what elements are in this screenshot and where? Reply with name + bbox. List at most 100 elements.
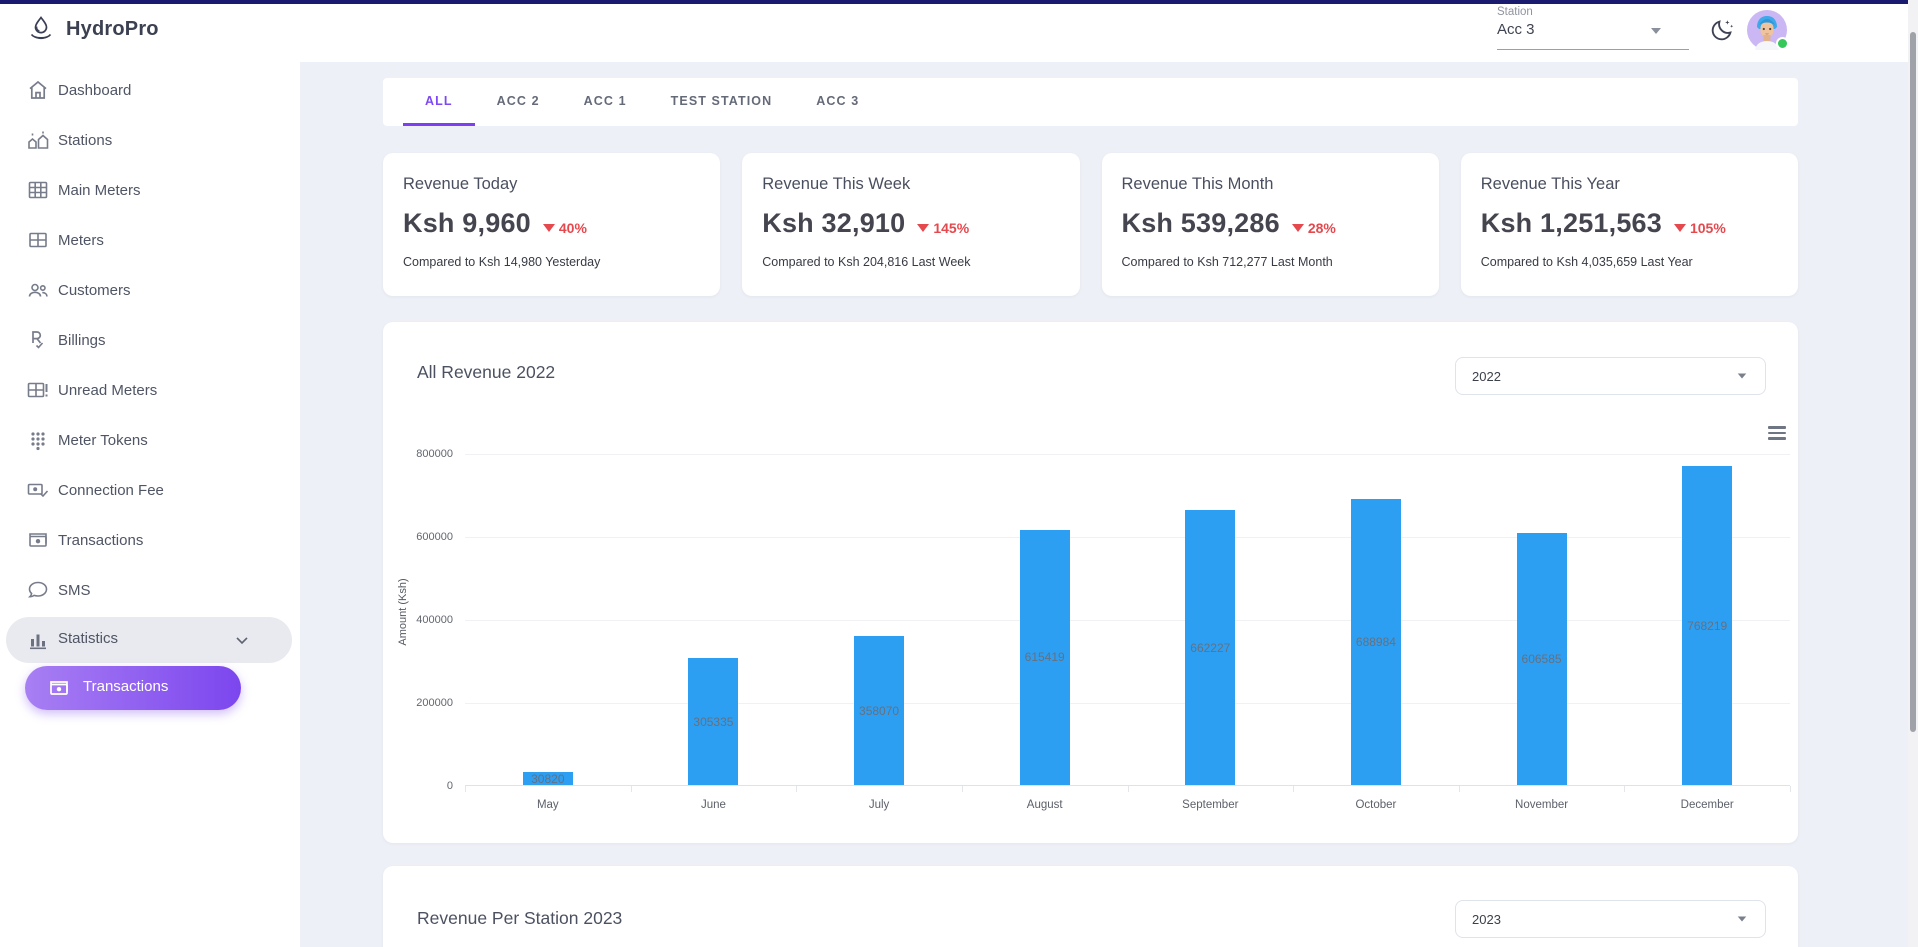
x-label-may: May — [465, 799, 631, 811]
sidebar-item-transactions[interactable]: Transactions — [0, 515, 300, 565]
card-value: Ksh 32,910 — [762, 208, 905, 239]
sidebar-item-connection-fee[interactable]: Connection Fee — [0, 465, 300, 515]
water-drop-logo-icon — [26, 14, 56, 44]
x-axis-tick — [1459, 786, 1460, 792]
chart-title: Revenue Per Station 2023 — [417, 908, 622, 929]
card-revenue-week: Revenue This Week Ksh 32,910 145% Compar… — [742, 153, 1079, 296]
sidebar-item-unread-meters[interactable]: Unread Meters — [0, 365, 300, 415]
chart-column-june: 305335June — [631, 454, 797, 785]
x-axis-tick — [796, 786, 797, 792]
sidebar-item-dashboard[interactable]: Dashboard — [0, 65, 300, 115]
station-tabs: ALL ACC 2 ACC 1 TEST STATION ACC 3 — [383, 78, 1798, 126]
x-label-december: December — [1624, 799, 1790, 811]
sidebar-subitem-label: Transactions — [83, 678, 168, 695]
bar-value-label: 662227 — [1190, 641, 1230, 655]
sidebar-item-sms[interactable]: SMS — [0, 565, 300, 615]
sidebar-item-stations[interactable]: Stations — [0, 115, 300, 165]
chart-column-august: 615419August — [962, 454, 1128, 785]
x-label-august: August — [962, 799, 1128, 811]
sidebar-item-meter-tokens[interactable]: Meter Tokens — [0, 415, 300, 465]
bar-value-label: 305335 — [693, 715, 733, 729]
x-axis-tick — [1790, 786, 1791, 792]
card-value: Ksh 9,960 — [403, 208, 531, 239]
bar-december: 768219 — [1682, 466, 1732, 785]
chevron-down-icon — [1738, 373, 1747, 378]
x-label-june: June — [631, 799, 797, 811]
card-change: 28% — [1292, 220, 1336, 236]
revenue-chart-yaxis: 0200000400000600000800000 — [383, 454, 459, 786]
sidebar-item-label: Dashboard — [58, 82, 131, 99]
triangle-down-icon — [1292, 224, 1304, 232]
x-axis-tick — [465, 786, 466, 792]
card-value: Ksh 539,286 — [1122, 208, 1280, 239]
bar-may: 30820 — [523, 772, 573, 785]
statistics-icon — [26, 628, 50, 652]
sidebar-item-label: SMS — [58, 582, 91, 599]
sidebar-item-main-meters[interactable]: Main Meters — [0, 165, 300, 215]
x-axis-tick — [1293, 786, 1294, 792]
y-tick-label: 0 — [447, 780, 453, 792]
customers-icon — [26, 278, 50, 302]
triangle-down-icon — [543, 224, 555, 232]
all-revenue-chart-card: All Revenue 2022 2022 Amount (Ksh) 02000… — [383, 322, 1798, 843]
sidebar-subitem-transactions-active[interactable]: Transactions — [25, 666, 241, 710]
user-avatar[interactable] — [1747, 10, 1787, 50]
stations-icon — [26, 128, 50, 152]
card-compare: Compared to Ksh 4,035,659 Last Year — [1481, 255, 1778, 269]
card-title: Revenue Today — [403, 175, 700, 194]
sidebar-item-statistics[interactable]: Statistics — [6, 617, 292, 663]
home-icon — [26, 78, 50, 102]
chart-column-july: 358070July — [796, 454, 962, 785]
card-title: Revenue This Year — [1481, 175, 1778, 194]
triangle-down-icon — [1674, 224, 1686, 232]
card-compare: Compared to Ksh 204,816 Last Week — [762, 255, 1059, 269]
billings-icon — [26, 328, 50, 352]
card-revenue-month: Revenue This Month Ksh 539,286 28% Compa… — [1102, 153, 1439, 296]
vertical-scrollbar-thumb[interactable] — [1910, 32, 1916, 732]
triangle-down-icon — [917, 224, 929, 232]
sidebar-item-label: Unread Meters — [58, 382, 157, 399]
card-title: Revenue This Week — [762, 175, 1059, 194]
bar-value-label: 688984 — [1356, 635, 1396, 649]
bar-value-label: 615419 — [1025, 650, 1065, 664]
year-select-2023[interactable]: 2023 — [1455, 900, 1766, 938]
x-label-october: October — [1293, 799, 1459, 811]
chart-menu-icon[interactable] — [1768, 426, 1786, 440]
sidebar-item-customers[interactable]: Customers — [0, 265, 300, 315]
dark-mode-toggle[interactable] — [1708, 16, 1738, 46]
revenue-cards-row: Revenue Today Ksh 9,960 40% Compared to … — [383, 153, 1798, 296]
card-compare: Compared to Ksh 14,980 Yesterday — [403, 255, 700, 269]
card-change: 145% — [917, 220, 969, 236]
bar-value-label: 768219 — [1687, 619, 1727, 633]
x-axis-tick — [962, 786, 963, 792]
header: HydroPro Station Acc 3 — [0, 0, 1918, 62]
y-tick-label: 800000 — [416, 448, 453, 460]
sidebar: Dashboard Stations Main Meters — [0, 62, 300, 947]
year-select-2022[interactable]: 2022 — [1455, 357, 1766, 395]
y-tick-label: 200000 — [416, 697, 453, 709]
chart-title: All Revenue 2022 — [417, 362, 555, 383]
sidebar-item-billings[interactable]: Billings — [0, 315, 300, 365]
station-select[interactable]: Station Acc 3 — [1497, 6, 1689, 50]
tab-acc-1[interactable]: ACC 1 — [562, 78, 649, 126]
sms-icon — [26, 578, 50, 602]
year-select-value: 2023 — [1456, 912, 1501, 927]
bar-november: 606585 — [1517, 533, 1567, 785]
tab-acc-2[interactable]: ACC 2 — [475, 78, 562, 126]
bar-july: 358070 — [854, 636, 904, 785]
transactions-icon — [26, 528, 50, 552]
app-root: HydroPro Station Acc 3 — [0, 0, 1918, 947]
main-meters-icon — [26, 178, 50, 202]
connection-fee-icon — [26, 478, 50, 502]
chart-column-september: 662227September — [1128, 454, 1294, 785]
tab-all[interactable]: ALL — [403, 78, 475, 126]
sidebar-item-label: Transactions — [58, 532, 143, 549]
sidebar-item-meters[interactable]: Meters — [0, 215, 300, 265]
tab-acc-3[interactable]: ACC 3 — [794, 78, 881, 126]
card-compare: Compared to Ksh 712,277 Last Month — [1122, 255, 1419, 269]
tab-test-station[interactable]: TEST STATION — [649, 78, 795, 126]
card-change-percent: 28% — [1308, 220, 1336, 236]
sidebar-item-label: Meter Tokens — [58, 432, 148, 449]
x-label-september: September — [1128, 799, 1294, 811]
x-label-november: November — [1459, 799, 1625, 811]
